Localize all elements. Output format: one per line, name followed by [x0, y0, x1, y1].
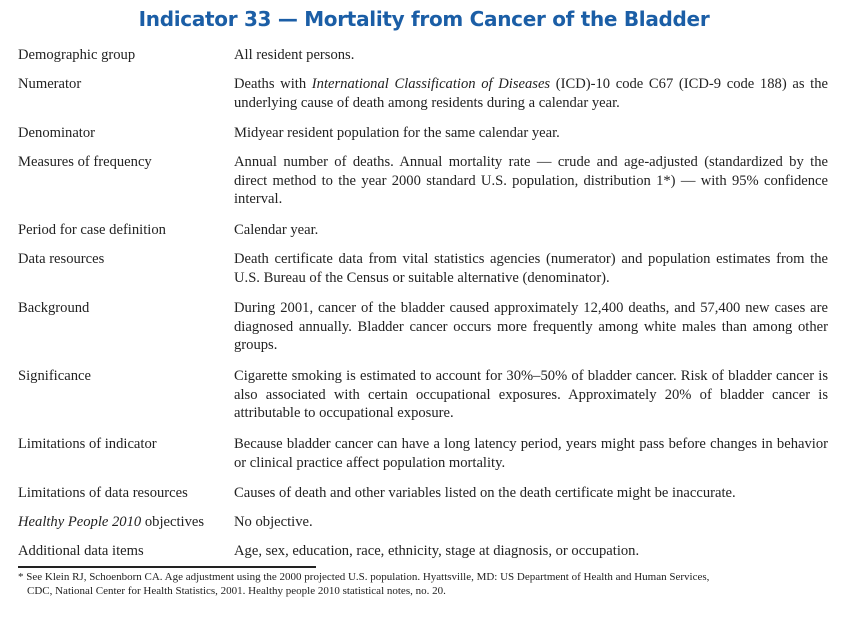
row-value: Death certificate data from vital statis…: [234, 251, 828, 286]
row-value: Age, sex, education, race, ethnicity, st…: [234, 543, 640, 559]
row-value: All resident persons.: [234, 47, 355, 63]
row-value: During 2001, cancer of the bladder cause…: [234, 300, 828, 353]
row-value: Because bladder cancer can have a long l…: [234, 436, 828, 471]
footnote: * See Klein RJ, Schoenborn CA. Age adjus…: [18, 571, 828, 598]
row-value: Causes of death and other variables list…: [234, 485, 736, 501]
label-text: objectives: [141, 514, 205, 530]
row-label: Limitations of indicator: [18, 436, 157, 452]
row-label: Measures of frequency: [18, 154, 152, 170]
row-value: Annual number of deaths. Annual mortalit…: [234, 154, 828, 207]
row-value: Calendar year.: [234, 222, 319, 238]
row-label: Additional data items: [18, 543, 144, 559]
value-text: Deaths with: [234, 76, 312, 92]
row-label: Limitations of data resources: [18, 485, 188, 501]
row-value: Cigarette smoking is estimated to accoun…: [234, 368, 828, 421]
row-value: No objective.: [234, 514, 313, 530]
row-label: Period for case definition: [18, 222, 166, 238]
row-value: Deaths with International Classification…: [234, 75, 828, 112]
page-title: Indicator 33 — Mortality from Cancer of …: [138, 7, 710, 31]
label-italic-text: Healthy People 2010: [18, 514, 142, 530]
value-italic-text: International Classification of Diseases: [311, 76, 551, 92]
row-label: Background: [18, 300, 90, 316]
row-label: Denominator: [18, 125, 96, 141]
row-value: Midyear resident population for the same…: [234, 125, 560, 141]
row-label: Significance: [18, 368, 91, 384]
footnote-line: CDC, National Center for Health Statisti…: [27, 584, 446, 597]
footnote-divider: [18, 566, 316, 568]
row-label: Data resources: [18, 251, 105, 267]
row-label: Numerator: [18, 76, 82, 92]
footnote-line: * See Klein RJ, Schoenborn CA. Age adjus…: [18, 571, 710, 583]
row-label: Demographic group: [18, 47, 136, 63]
row-label: Healthy People 2010 objectives: [18, 513, 228, 532]
value-text: (ICD)-10 code C67 (ICD-9 code 188) as th…: [234, 76, 828, 111]
